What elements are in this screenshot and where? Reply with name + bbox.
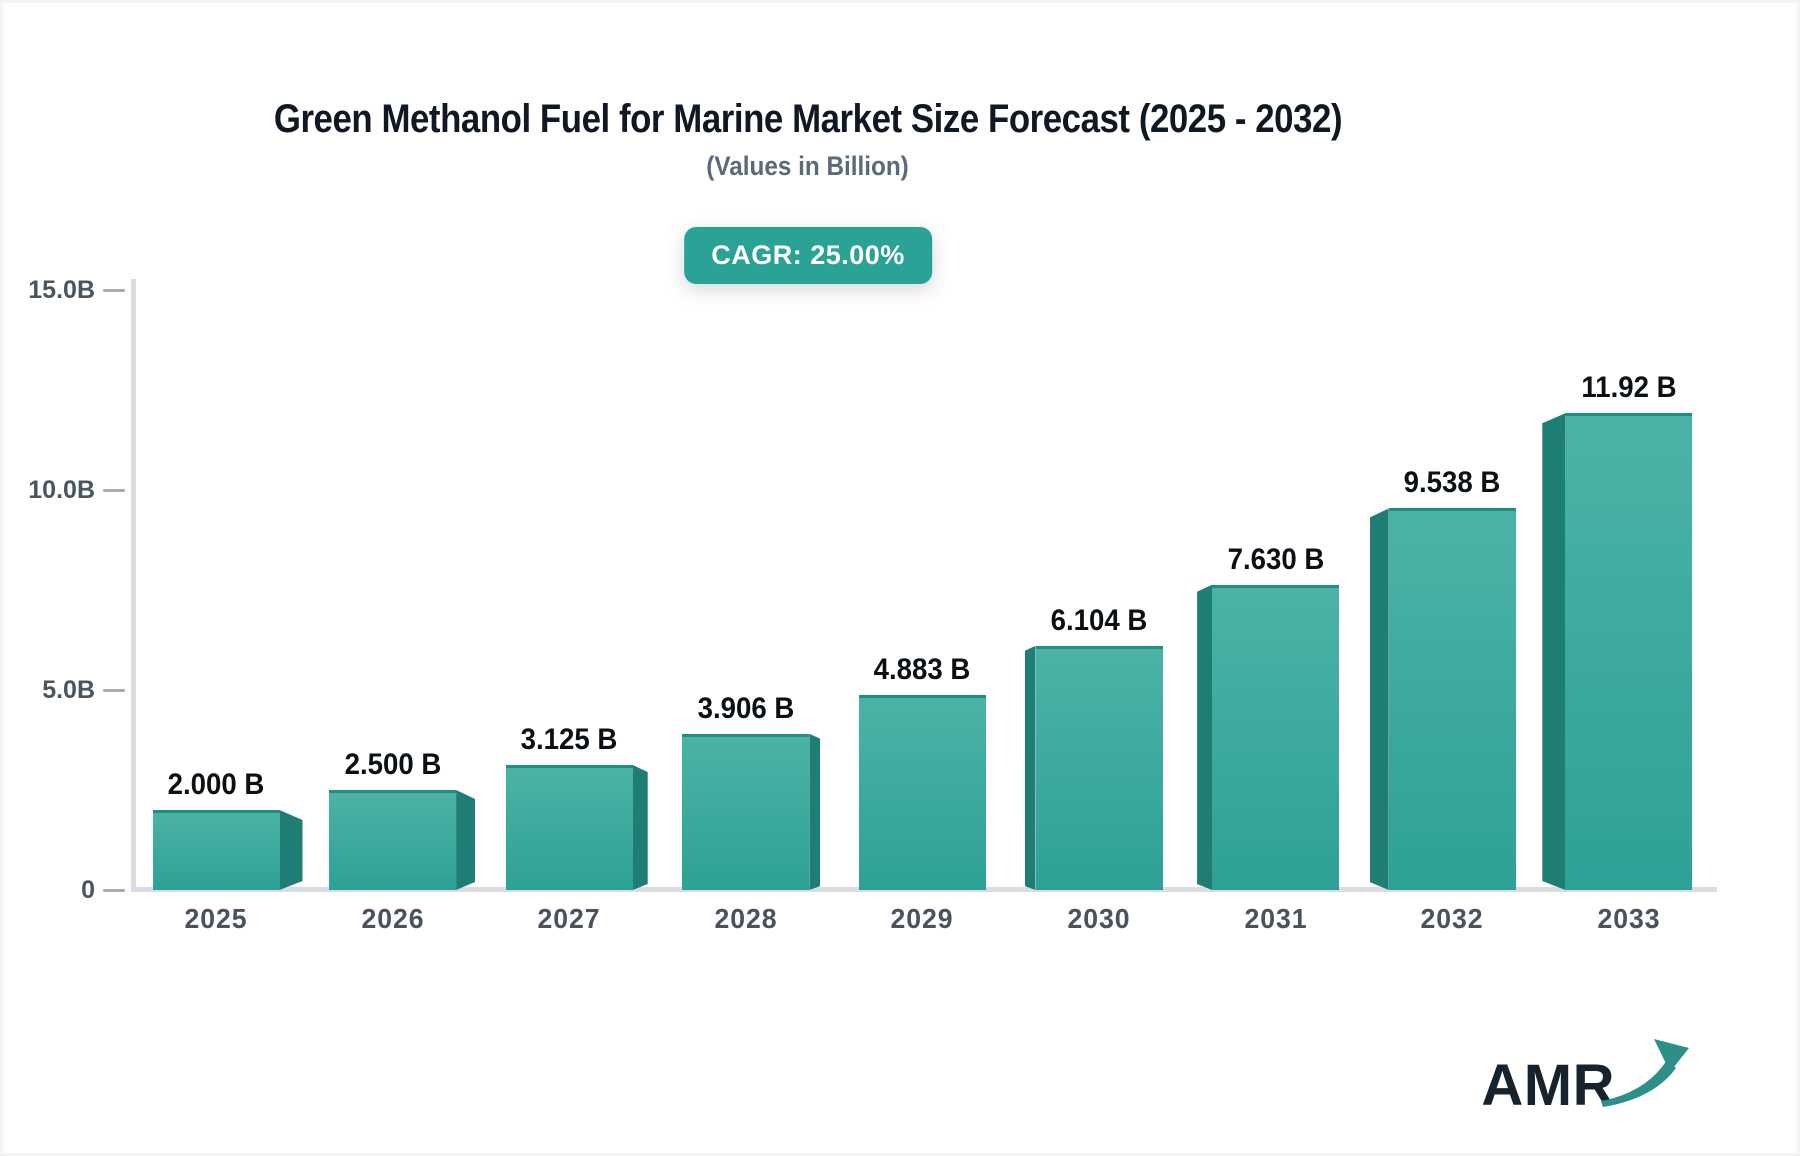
y-tick-mark xyxy=(103,489,125,492)
y-tick-mark xyxy=(103,289,125,292)
bar-2033 xyxy=(1565,413,1693,890)
bar-2030 xyxy=(1035,645,1163,890)
bar-side-face xyxy=(1197,585,1212,890)
chart-subtitle: (Values in Billion) xyxy=(3,151,1613,182)
bar-2026 xyxy=(329,790,457,890)
bar-value-label: 2.000 B xyxy=(167,768,265,801)
y-tick-label: 5.0B xyxy=(42,676,95,704)
bar-2028 xyxy=(682,733,810,890)
y-tick-label: 15.0B xyxy=(28,276,95,304)
bar-2032 xyxy=(1388,508,1516,890)
y-tick-label: 0 xyxy=(81,876,95,904)
brand-logo: AMR xyxy=(1481,1035,1691,1115)
bar-side-face xyxy=(1025,646,1036,890)
growth-arrow-icon xyxy=(1601,1039,1689,1107)
y-tick-mark xyxy=(103,689,125,692)
x-tick-label-2025: 2025 xyxy=(184,903,248,934)
bar-side-face xyxy=(633,765,648,890)
bar-side-face xyxy=(809,734,820,890)
x-tick-label-2031: 2031 xyxy=(1244,903,1308,934)
chart-title: Green Methanol Fuel for Marine Market Si… xyxy=(3,97,1613,142)
chart-title-text: Green Methanol Fuel for Marine Market Si… xyxy=(273,97,1343,141)
bar-value-label: 7.630 B xyxy=(1227,542,1324,576)
bar-value-label: 6.104 B xyxy=(1050,603,1148,637)
bar-side-face xyxy=(1542,413,1565,890)
x-tick-label-2029: 2029 xyxy=(890,903,954,934)
bar-side-face xyxy=(1370,508,1389,890)
x-tick-label-2027: 2027 xyxy=(537,903,601,934)
logo-text: AMR xyxy=(1481,1053,1615,1118)
bar-value-label: 3.906 B xyxy=(697,691,795,725)
bar-2025 xyxy=(152,810,280,890)
chart-subtitle-text: (Values in Billion) xyxy=(706,151,910,181)
x-tick-label-2030: 2030 xyxy=(1067,903,1131,934)
bar-side-face xyxy=(456,790,475,890)
bar-2029 xyxy=(858,694,986,890)
y-tick-mark xyxy=(103,889,125,892)
x-tick-label-2032: 2032 xyxy=(1420,903,1484,934)
bar-value-label: 4.883 B xyxy=(874,652,971,686)
bar-value-label: 11.92 B xyxy=(1581,371,1677,405)
x-tick-label-2033: 2033 xyxy=(1597,903,1661,934)
x-tick-label-2028: 2028 xyxy=(714,903,778,934)
cagr-badge: CAGR: 25.00% xyxy=(684,227,932,284)
x-tick-label-2026: 2026 xyxy=(361,903,425,934)
bar-value-label: 3.125 B xyxy=(520,723,618,756)
y-axis-line xyxy=(131,279,136,891)
bar-value-label: 9.538 B xyxy=(1403,466,1501,500)
bar-2031 xyxy=(1212,584,1340,890)
plot-area: 0 5.0B 10.0B 15.0B 2.000 B 2.500 B 3.125 B 3.9… xyxy=(3,3,1797,1153)
bar-value-label: 2.500 B xyxy=(344,748,441,781)
y-tick-label: 10.0B xyxy=(28,476,95,504)
bar-2027 xyxy=(505,765,633,890)
bar-side-face xyxy=(280,810,303,890)
